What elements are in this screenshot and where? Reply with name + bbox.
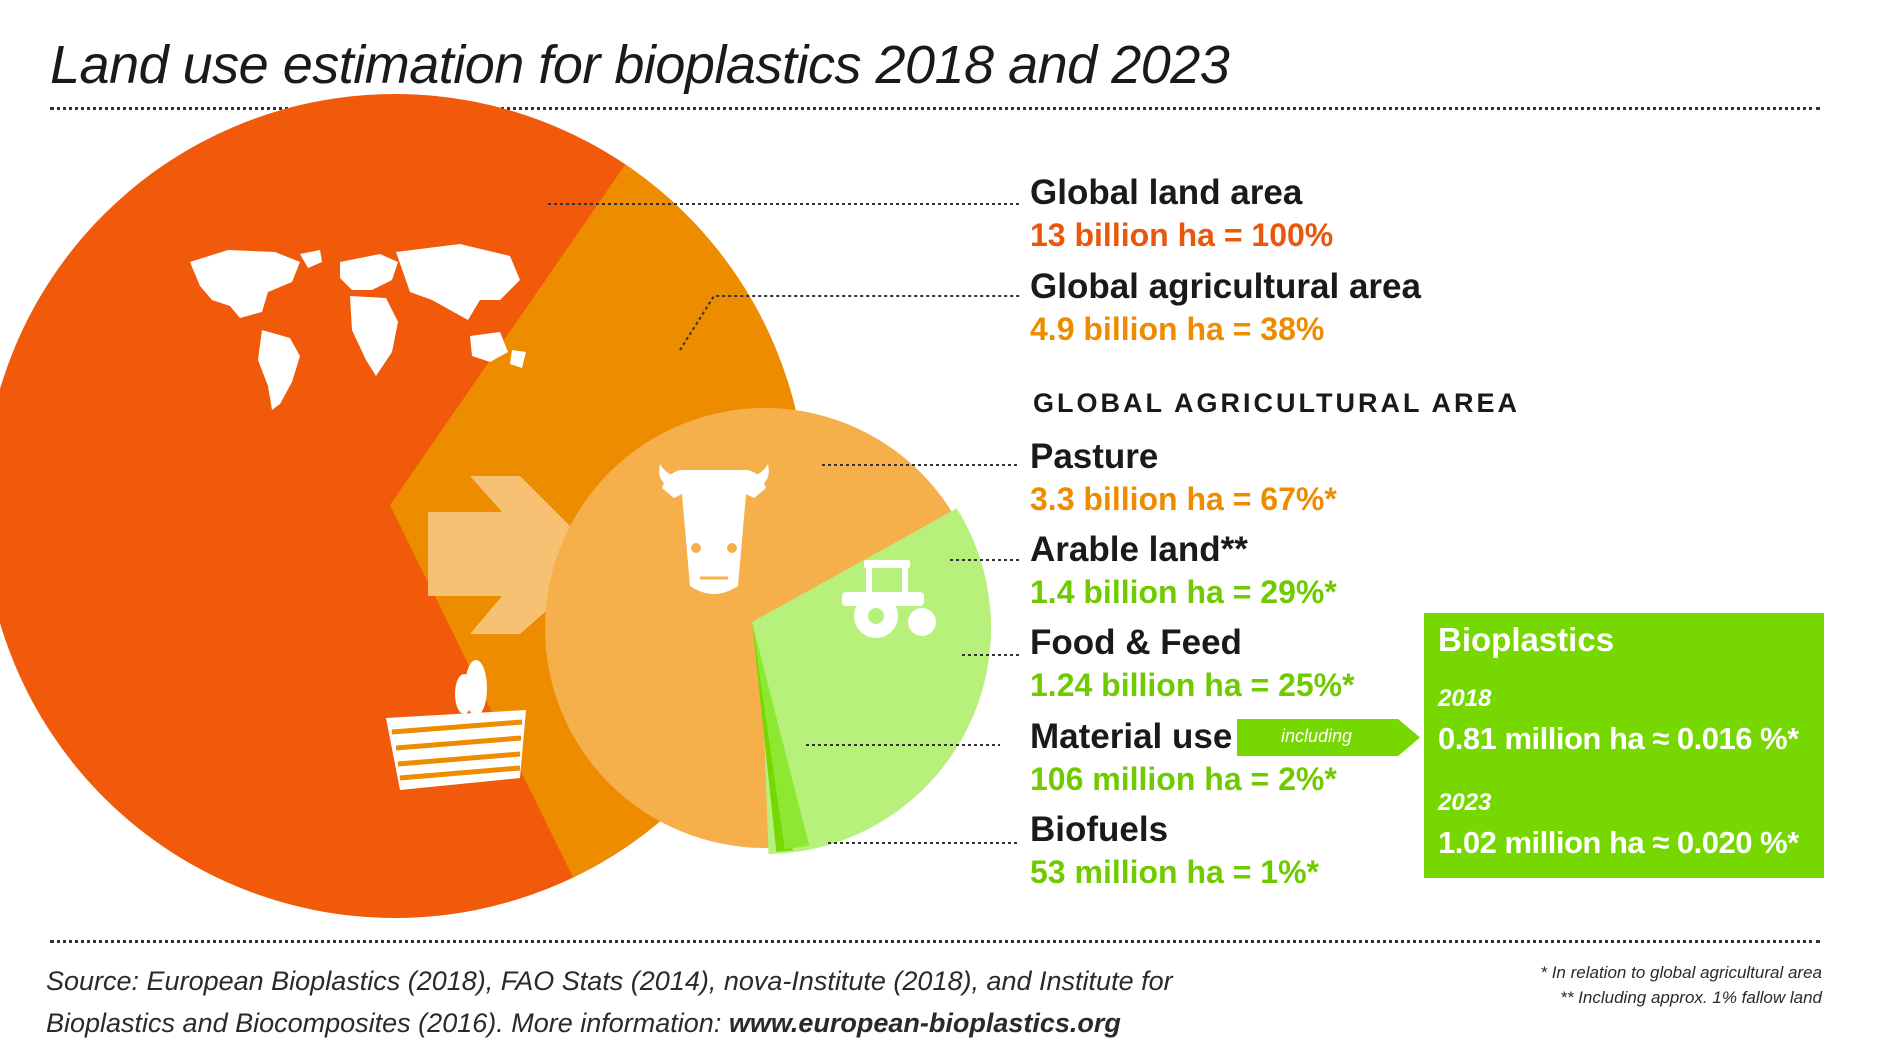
bioplastics-box: Bioplastics 2018 0.81 million ha ≈ 0.016… bbox=[1424, 613, 1824, 878]
pasture-name: Pasture bbox=[1030, 437, 1159, 476]
food-feed-name: Food & Feed bbox=[1030, 623, 1242, 662]
global-agri-value: 4.9 billion ha = 38% bbox=[1030, 311, 1325, 347]
material-use-name: Material use bbox=[1030, 717, 1233, 756]
arable-name: Arable land** bbox=[1030, 530, 1248, 569]
food-feed-value: 1.24 billion ha = 25%* bbox=[1030, 667, 1355, 703]
bioplastics-value-2023: 1.02 million ha ≈ 0.020 %* bbox=[1438, 825, 1799, 860]
footnote-2: ** Including approx. 1% fallow land bbox=[1560, 988, 1822, 1007]
biofuels-value: 53 million ha = 1%* bbox=[1030, 854, 1319, 890]
material-use-value: 106 million ha = 2%* bbox=[1030, 761, 1337, 797]
source-line-2: Bioplastics and Biocomposites (2016). Mo… bbox=[46, 1002, 1346, 1044]
field-icon bbox=[386, 660, 526, 790]
bioplastics-year-2018: 2018 bbox=[1438, 685, 1492, 712]
bioplastics-year-2023: 2023 bbox=[1438, 789, 1492, 816]
label-global-agri: Global agricultural area 4.9 billion ha … bbox=[1030, 266, 1421, 350]
source-link[interactable]: www.european-bioplastics.org bbox=[728, 1008, 1121, 1038]
label-biofuels: Biofuels 53 million ha = 1%* bbox=[1030, 809, 1319, 893]
leader-lines bbox=[548, 203, 1020, 844]
bottom-divider bbox=[50, 940, 1820, 943]
source-line-2-text: Bioplastics and Biocomposites (2016). Mo… bbox=[46, 1008, 729, 1038]
agricultural-pie bbox=[545, 408, 991, 854]
source-text: Source: European Bioplastics (2018), FAO… bbox=[46, 960, 1346, 1044]
label-global-land: Global land area 13 billion ha = 100% bbox=[1030, 172, 1333, 256]
label-pasture: Pasture 3.3 billion ha = 67%* bbox=[1030, 436, 1337, 520]
top-divider bbox=[50, 107, 1820, 110]
bioplastics-title: Bioplastics bbox=[1438, 621, 1615, 658]
bioplastics-value-2018: 0.81 million ha ≈ 0.016 %* bbox=[1438, 721, 1799, 756]
arable-value: 1.4 billion ha = 29%* bbox=[1030, 574, 1337, 610]
label-arable: Arable land** 1.4 billion ha = 29%* bbox=[1030, 529, 1337, 613]
chart-title: Land use estimation for bioplastics 2018… bbox=[50, 35, 1230, 95]
footnotes: * In relation to global agricultural are… bbox=[1540, 960, 1822, 1010]
global-land-name: Global land area bbox=[1030, 173, 1303, 212]
food-feed-slice bbox=[752, 511, 985, 844]
source-line-1: Source: European Bioplastics (2018), FAO… bbox=[46, 966, 1173, 996]
biofuels-name: Biofuels bbox=[1030, 810, 1169, 849]
label-material-use: Material use 106 million ha = 2%* bbox=[1030, 716, 1337, 800]
global-land-value: 13 billion ha = 100% bbox=[1030, 217, 1334, 253]
footnote-1: * In relation to global agricultural are… bbox=[1540, 963, 1822, 982]
global-agri-name: Global agricultural area bbox=[1030, 267, 1421, 306]
label-food-feed: Food & Feed 1.24 billion ha = 25%* bbox=[1030, 622, 1355, 706]
including-arrow: including bbox=[1237, 719, 1420, 756]
material-use-slice bbox=[752, 622, 810, 850]
pasture-value: 3.3 billion ha = 67%* bbox=[1030, 481, 1337, 517]
including-label: including bbox=[1281, 726, 1353, 746]
world-map-icon bbox=[190, 244, 526, 410]
tractor-icon bbox=[842, 560, 936, 638]
cow-icon bbox=[659, 464, 769, 594]
section-heading: GLOBAL AGRICULTURAL AREA bbox=[1033, 388, 1520, 418]
